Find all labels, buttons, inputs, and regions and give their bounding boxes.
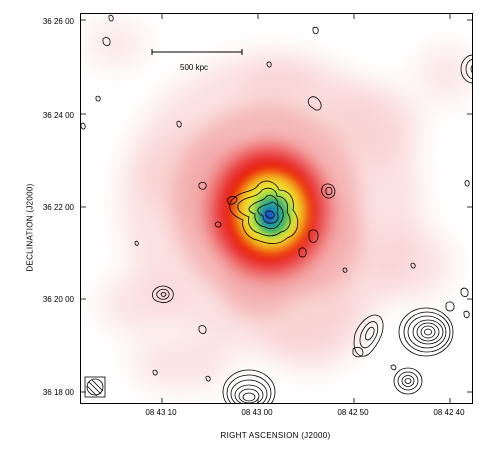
y-tick-label: 36 24 00 bbox=[42, 111, 74, 120]
y-tick-label: 36 22 00 bbox=[42, 203, 74, 212]
axis-ticks bbox=[81, 14, 472, 403]
beam-symbol bbox=[84, 376, 106, 398]
x-tick-label: 08 43 10 bbox=[145, 408, 177, 417]
x-tick-label: 08 42 40 bbox=[433, 408, 465, 417]
scale-bar-label: 500 kpc bbox=[180, 63, 209, 72]
contours bbox=[81, 14, 472, 403]
y-axis-label: DECLINATION (J2000) bbox=[25, 183, 35, 272]
y-tick-label: 36 26 00 bbox=[42, 17, 74, 26]
x-tick-label: 08 42 50 bbox=[337, 408, 369, 417]
scale-bar bbox=[151, 49, 243, 55]
y-tick-label: 36 20 00 bbox=[42, 295, 74, 304]
sky-image-frame bbox=[80, 13, 473, 404]
y-tick-label: 36 18 00 bbox=[42, 388, 74, 397]
x-axis-label: RIGHT ASCENSION (J2000) bbox=[220, 431, 331, 440]
sky-image bbox=[81, 14, 472, 403]
x-tick-label: 08 43 00 bbox=[241, 408, 273, 417]
